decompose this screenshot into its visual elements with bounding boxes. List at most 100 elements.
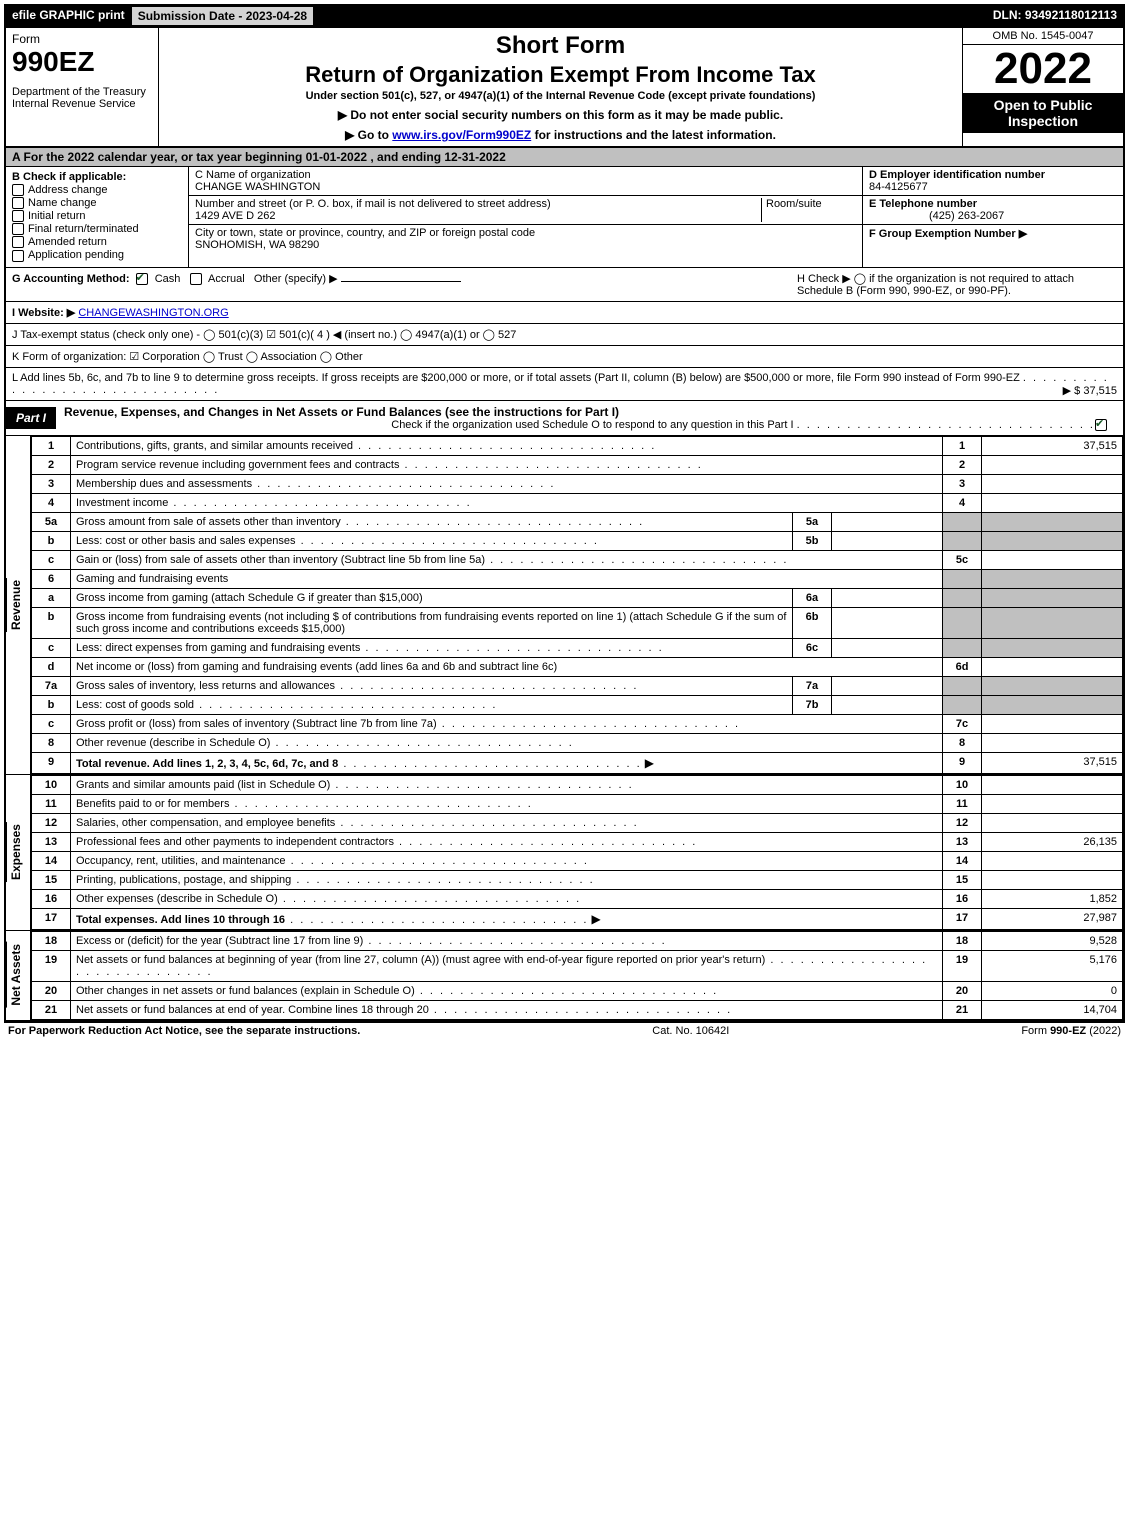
chk-label: Address change: [28, 184, 108, 196]
instr-1: ▶ Do not enter social security numbers o…: [167, 108, 954, 122]
line-6c: cLess: direct expenses from gaming and f…: [32, 638, 1123, 657]
d-ein-block: D Employer identification number 84-4125…: [863, 167, 1123, 196]
header-row: Form 990EZ Department of the Treasury In…: [6, 28, 1123, 148]
l-amount: ▶ $ 37,515: [1063, 384, 1117, 397]
header-right: OMB No. 1545-0047 2022 Open to Public In…: [963, 28, 1123, 146]
instr-2-pre: ▶ Go to: [345, 128, 392, 142]
chk-final-return[interactable]: Final return/terminated: [12, 223, 182, 235]
part1-title: Revenue, Expenses, and Changes in Net As…: [56, 401, 1123, 435]
c-city-block: City or town, state or province, country…: [189, 225, 862, 253]
line-6d: dNet income or (loss) from gaming and fu…: [32, 657, 1123, 676]
chk-amended-return[interactable]: Amended return: [12, 236, 182, 248]
phone: (425) 263-2067: [869, 210, 1004, 222]
line-3: 3Membership dues and assessments3: [32, 474, 1123, 493]
row-i: I Website: ▶ CHANGEWASHINGTON.ORG: [6, 302, 1123, 324]
footer-mid: Cat. No. 10642I: [652, 1025, 729, 1037]
netassets-section: Net Assets 18Excess or (deficit) for the…: [6, 930, 1123, 1020]
e-label: E Telephone number: [869, 198, 977, 210]
chk-accrual[interactable]: [190, 273, 202, 285]
chk-label: Initial return: [28, 210, 85, 222]
line-6b: bGross income from fundraising events (n…: [32, 607, 1123, 638]
footer-right: Form 990-EZ (2022): [1021, 1025, 1121, 1037]
chk-name-change[interactable]: Name change: [12, 197, 182, 209]
title: Return of Organization Exempt From Incom…: [167, 62, 954, 88]
submission-date: Submission Date - 2023-04-28: [131, 6, 314, 26]
col-d: D Employer identification number 84-4125…: [863, 167, 1123, 267]
line-14: 14Occupancy, rent, utilities, and mainte…: [32, 851, 1123, 870]
part1-head: Part I Revenue, Expenses, and Changes in…: [6, 401, 1123, 436]
chk-cash[interactable]: [136, 273, 148, 285]
chk-application-pending[interactable]: Application pending: [12, 249, 182, 261]
header-left: Form 990EZ Department of the Treasury In…: [6, 28, 159, 146]
part1-title-text: Revenue, Expenses, and Changes in Net As…: [64, 405, 619, 419]
line-12: 12Salaries, other compensation, and empl…: [32, 813, 1123, 832]
col-b: B Check if applicable: Address change Na…: [6, 167, 189, 267]
f-label: F Group Exemption Number ▶: [869, 228, 1027, 240]
chk-initial-return[interactable]: Initial return: [12, 210, 182, 222]
efile-print[interactable]: efile GRAPHIC print: [6, 6, 131, 26]
e-phone-block: E Telephone number (425) 263-2067: [863, 196, 1123, 225]
line-7a: 7aGross sales of inventory, less returns…: [32, 676, 1123, 695]
form-container: efile GRAPHIC print Submission Date - 20…: [4, 4, 1125, 1022]
spacer: [314, 6, 987, 26]
header-mid: Short Form Return of Organization Exempt…: [159, 28, 963, 146]
street: 1429 AVE D 262: [195, 210, 276, 222]
line-11: 11Benefits paid to or for members11: [32, 794, 1123, 813]
c-street-row: Number and street (or P. O. box, if mail…: [189, 196, 862, 225]
instr-2-post: for instructions and the latest informat…: [531, 128, 776, 142]
city: SNOHOMISH, WA 98290: [195, 239, 319, 251]
schedule-o-check[interactable]: [1095, 419, 1107, 431]
expenses-vlabel: Expenses: [6, 775, 31, 930]
other-field[interactable]: [341, 281, 461, 282]
instr-2: ▶ Go to www.irs.gov/Form990EZ for instru…: [167, 128, 954, 142]
c-name-block: C Name of organization CHANGE WASHINGTON: [189, 167, 862, 196]
line-6a: aGross income from gaming (attach Schedu…: [32, 588, 1123, 607]
chk-label: Final return/terminated: [28, 223, 139, 235]
line-16: 16Other expenses (describe in Schedule O…: [32, 889, 1123, 908]
h-check: H Check ▶ ◯ if the organization is not r…: [791, 268, 1123, 301]
i-label: I Website: ▶: [12, 307, 75, 319]
section-a: A For the 2022 calendar year, or tax yea…: [6, 148, 1123, 167]
omb: OMB No. 1545-0047: [963, 28, 1123, 45]
irs-link[interactable]: www.irs.gov/Form990EZ: [392, 128, 531, 142]
vlabel-text: Net Assets: [6, 942, 30, 1008]
row-k: K Form of organization: ☑ Corporation ◯ …: [6, 346, 1123, 368]
ein: 84-4125677: [869, 181, 928, 193]
line-7c: cGross profit or (loss) from sales of in…: [32, 714, 1123, 733]
line-18: 18Excess or (deficit) for the year (Subt…: [32, 931, 1123, 950]
part1-tag: Part I: [6, 407, 56, 429]
c-street-block: Number and street (or P. O. box, if mail…: [195, 198, 761, 222]
subtitle: Under section 501(c), 527, or 4947(a)(1)…: [167, 90, 954, 102]
l-text: L Add lines 5b, 6c, and 7b to line 9 to …: [12, 372, 1020, 384]
netassets-table: 18Excess or (deficit) for the year (Subt…: [31, 931, 1123, 1020]
line-7b: bLess: cost of goods sold7b: [32, 695, 1123, 714]
c-street-label: Number and street (or P. O. box, if mail…: [195, 198, 551, 210]
revenue-section: Revenue 1Contributions, gifts, grants, a…: [6, 436, 1123, 774]
footer: For Paperwork Reduction Act Notice, see …: [4, 1022, 1125, 1039]
g-label: G Accounting Method:: [12, 273, 130, 285]
revenue-table: 1Contributions, gifts, grants, and simil…: [31, 436, 1123, 774]
chk-address-change[interactable]: Address change: [12, 184, 182, 196]
footer-left: For Paperwork Reduction Act Notice, see …: [8, 1025, 360, 1037]
line-4: 4Investment income4: [32, 493, 1123, 512]
irs: Internal Revenue Service: [12, 98, 152, 110]
g-accounting: G Accounting Method: Cash Accrual Other …: [6, 268, 791, 301]
line-19: 19Net assets or fund balances at beginni…: [32, 950, 1123, 981]
line-21: 21Net assets or fund balances at end of …: [32, 1000, 1123, 1019]
line-6: 6Gaming and fundraising events: [32, 569, 1123, 588]
short-form: Short Form: [167, 32, 954, 60]
line-5c: cGain or (loss) from sale of assets othe…: [32, 550, 1123, 569]
revenue-vlabel: Revenue: [6, 436, 31, 774]
topbar: efile GRAPHIC print Submission Date - 20…: [6, 6, 1123, 28]
chk-label: Application pending: [28, 249, 124, 261]
website-link[interactable]: CHANGEWASHINGTON.ORG: [78, 307, 228, 319]
room-suite: Room/suite: [761, 198, 856, 222]
netassets-vlabel: Net Assets: [6, 931, 31, 1020]
c-name-label: C Name of organization: [195, 169, 311, 181]
part1-sub: Check if the organization used Schedule …: [64, 419, 1115, 431]
expenses-table: 10Grants and similar amounts paid (list …: [31, 775, 1123, 930]
vlabel-text: Revenue: [6, 578, 30, 632]
line-9: 9Total revenue. Add lines 1, 2, 3, 4, 5c…: [32, 752, 1123, 773]
b-label: B Check if applicable:: [12, 171, 182, 183]
line-2: 2Program service revenue including gover…: [32, 455, 1123, 474]
